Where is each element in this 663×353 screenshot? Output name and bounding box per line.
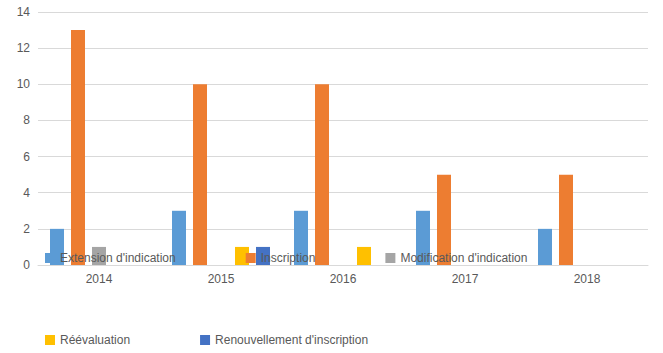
svg-text:4: 4: [23, 186, 30, 200]
svg-text:Réévaluation: Réévaluation: [60, 333, 130, 347]
svg-text:2017: 2017: [452, 272, 479, 286]
svg-text:2: 2: [23, 222, 30, 236]
svg-text:8: 8: [23, 113, 30, 127]
svg-text:Renouvellement d'inscription: Renouvellement d'inscription: [215, 333, 368, 347]
svg-text:2016: 2016: [330, 272, 357, 286]
svg-text:Modification d'indication: Modification d'indication: [400, 251, 527, 265]
svg-text:Extension d'indication: Extension d'indication: [60, 251, 176, 265]
svg-text:2014: 2014: [86, 272, 113, 286]
svg-text:6: 6: [23, 150, 30, 164]
svg-text:Inscription: Inscription: [261, 251, 316, 265]
svg-text:12: 12: [17, 41, 31, 55]
svg-text:10: 10: [17, 77, 31, 91]
svg-text:14: 14: [17, 5, 31, 19]
svg-text:2018: 2018: [574, 272, 601, 286]
svg-text:2015: 2015: [208, 272, 235, 286]
svg-text:0: 0: [23, 258, 30, 272]
